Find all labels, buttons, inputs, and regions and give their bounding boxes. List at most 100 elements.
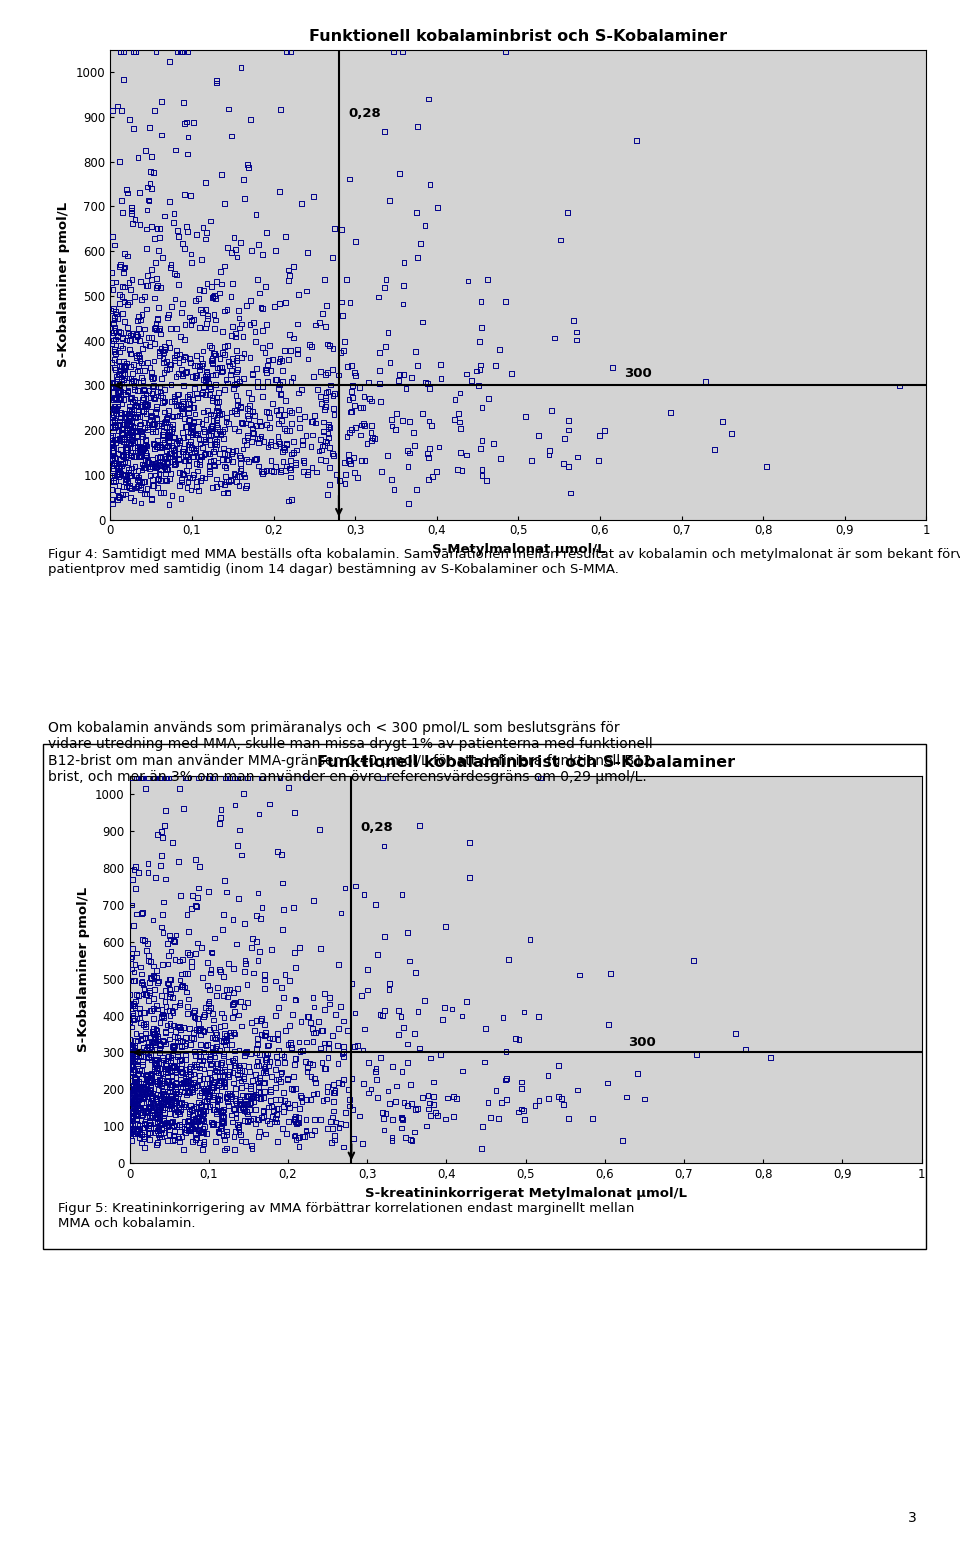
Point: [123, 1048, 138, 1073]
Point: [132, 1095, 148, 1120]
Point: [184, 422, 200, 447]
Point: [115, 326, 131, 351]
Point: [152, 1115, 167, 1140]
Point: [154, 1117, 169, 1142]
Point: [160, 444, 176, 468]
Point: [146, 1007, 161, 1031]
Point: [185, 445, 201, 470]
Point: [138, 1112, 154, 1137]
Point: [268, 239, 283, 264]
Point: [273, 98, 288, 123]
Point: [183, 309, 199, 333]
Point: [135, 399, 151, 423]
Point: [191, 451, 206, 476]
Point: [196, 1003, 211, 1028]
Point: [317, 1030, 332, 1055]
Point: [320, 430, 335, 454]
Point: [134, 302, 150, 327]
Point: [707, 437, 722, 462]
Point: [177, 183, 192, 208]
Point: [259, 312, 275, 337]
Point: [153, 374, 168, 399]
Point: [201, 371, 216, 396]
Point: [341, 448, 356, 473]
Point: [153, 1010, 168, 1035]
Point: [198, 382, 213, 406]
Point: [252, 1086, 268, 1111]
Point: [137, 1079, 153, 1104]
Point: [127, 489, 142, 513]
Point: [151, 968, 166, 993]
Point: [149, 959, 164, 983]
Point: [129, 1021, 144, 1045]
Point: [204, 1075, 220, 1100]
Point: [241, 380, 256, 405]
Point: [212, 281, 228, 306]
Point: [274, 842, 289, 867]
Point: [181, 1109, 197, 1134]
Point: [243, 1073, 258, 1098]
Point: [139, 982, 155, 1007]
Point: [199, 406, 214, 431]
Point: [231, 369, 247, 394]
Point: [128, 996, 143, 1021]
Point: [200, 1066, 215, 1090]
Point: [206, 1044, 222, 1069]
Point: [192, 315, 207, 340]
Point: [273, 1069, 288, 1093]
Point: [139, 197, 155, 222]
Point: [164, 1092, 180, 1117]
Point: [132, 1005, 148, 1030]
Point: [141, 1089, 156, 1114]
Point: [131, 304, 146, 329]
Point: [363, 1076, 378, 1101]
Point: [206, 1083, 222, 1107]
Point: [144, 487, 159, 512]
Point: [345, 1098, 360, 1123]
Point: [298, 1050, 313, 1075]
Point: [185, 883, 201, 907]
Point: [187, 1121, 203, 1146]
Point: [116, 355, 132, 380]
Point: [126, 369, 141, 394]
Point: [106, 369, 121, 394]
Point: [136, 1084, 152, 1109]
Point: [299, 765, 314, 789]
Point: [472, 436, 488, 461]
Point: [127, 414, 142, 439]
Point: [183, 896, 199, 921]
Point: [216, 1069, 231, 1093]
Point: [165, 985, 180, 1010]
Point: [381, 188, 396, 212]
Point: [200, 271, 215, 296]
Point: [114, 391, 130, 416]
Point: [321, 420, 336, 445]
Point: [149, 965, 164, 990]
Point: [136, 377, 152, 402]
Point: [107, 394, 122, 419]
Point: [228, 1087, 243, 1112]
Point: [125, 422, 140, 447]
Point: [143, 965, 158, 990]
Point: [214, 163, 229, 188]
Point: [283, 442, 299, 467]
Point: [297, 1124, 312, 1149]
Point: [137, 1124, 153, 1149]
Point: [180, 385, 195, 409]
Point: [211, 1038, 227, 1062]
Point: [175, 439, 190, 464]
Point: [127, 1087, 142, 1112]
Point: [123, 419, 138, 444]
Point: [187, 893, 203, 918]
Point: [273, 397, 288, 422]
Point: [141, 450, 156, 475]
Point: [143, 949, 158, 974]
Point: [327, 1078, 343, 1103]
Point: [202, 1017, 217, 1042]
Point: [172, 341, 187, 366]
Point: [137, 394, 153, 419]
Point: [176, 1016, 191, 1041]
Point: [212, 811, 228, 836]
Point: [195, 1117, 210, 1142]
Point: [218, 1028, 233, 1053]
